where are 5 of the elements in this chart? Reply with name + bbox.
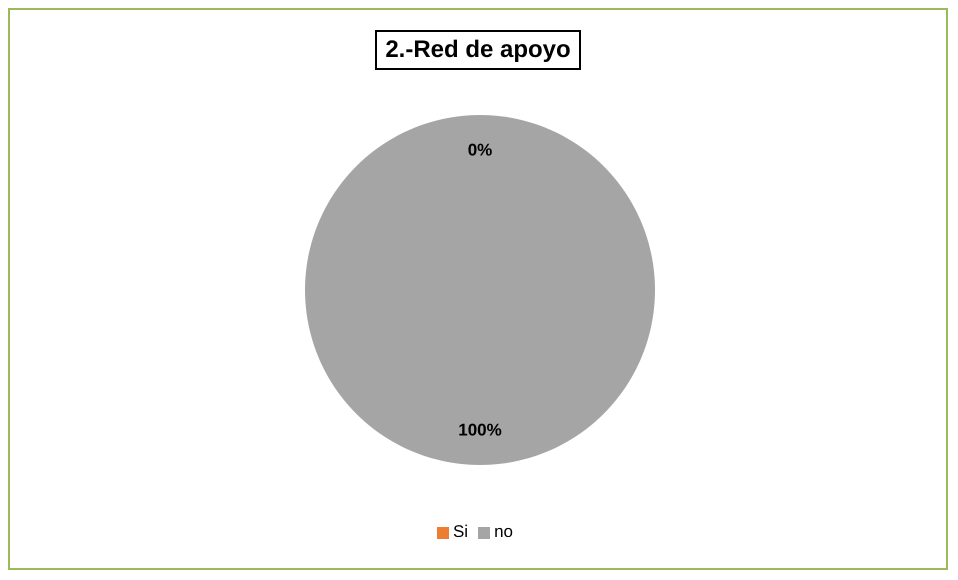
- text: 0%: [468, 140, 492, 160]
- chart-title: 2.-Red de apoyo: [375, 30, 581, 70]
- legend-label: Si: [452, 522, 468, 541]
- legend-label: no: [494, 522, 514, 541]
- data-label: 100%: [458, 420, 502, 440]
